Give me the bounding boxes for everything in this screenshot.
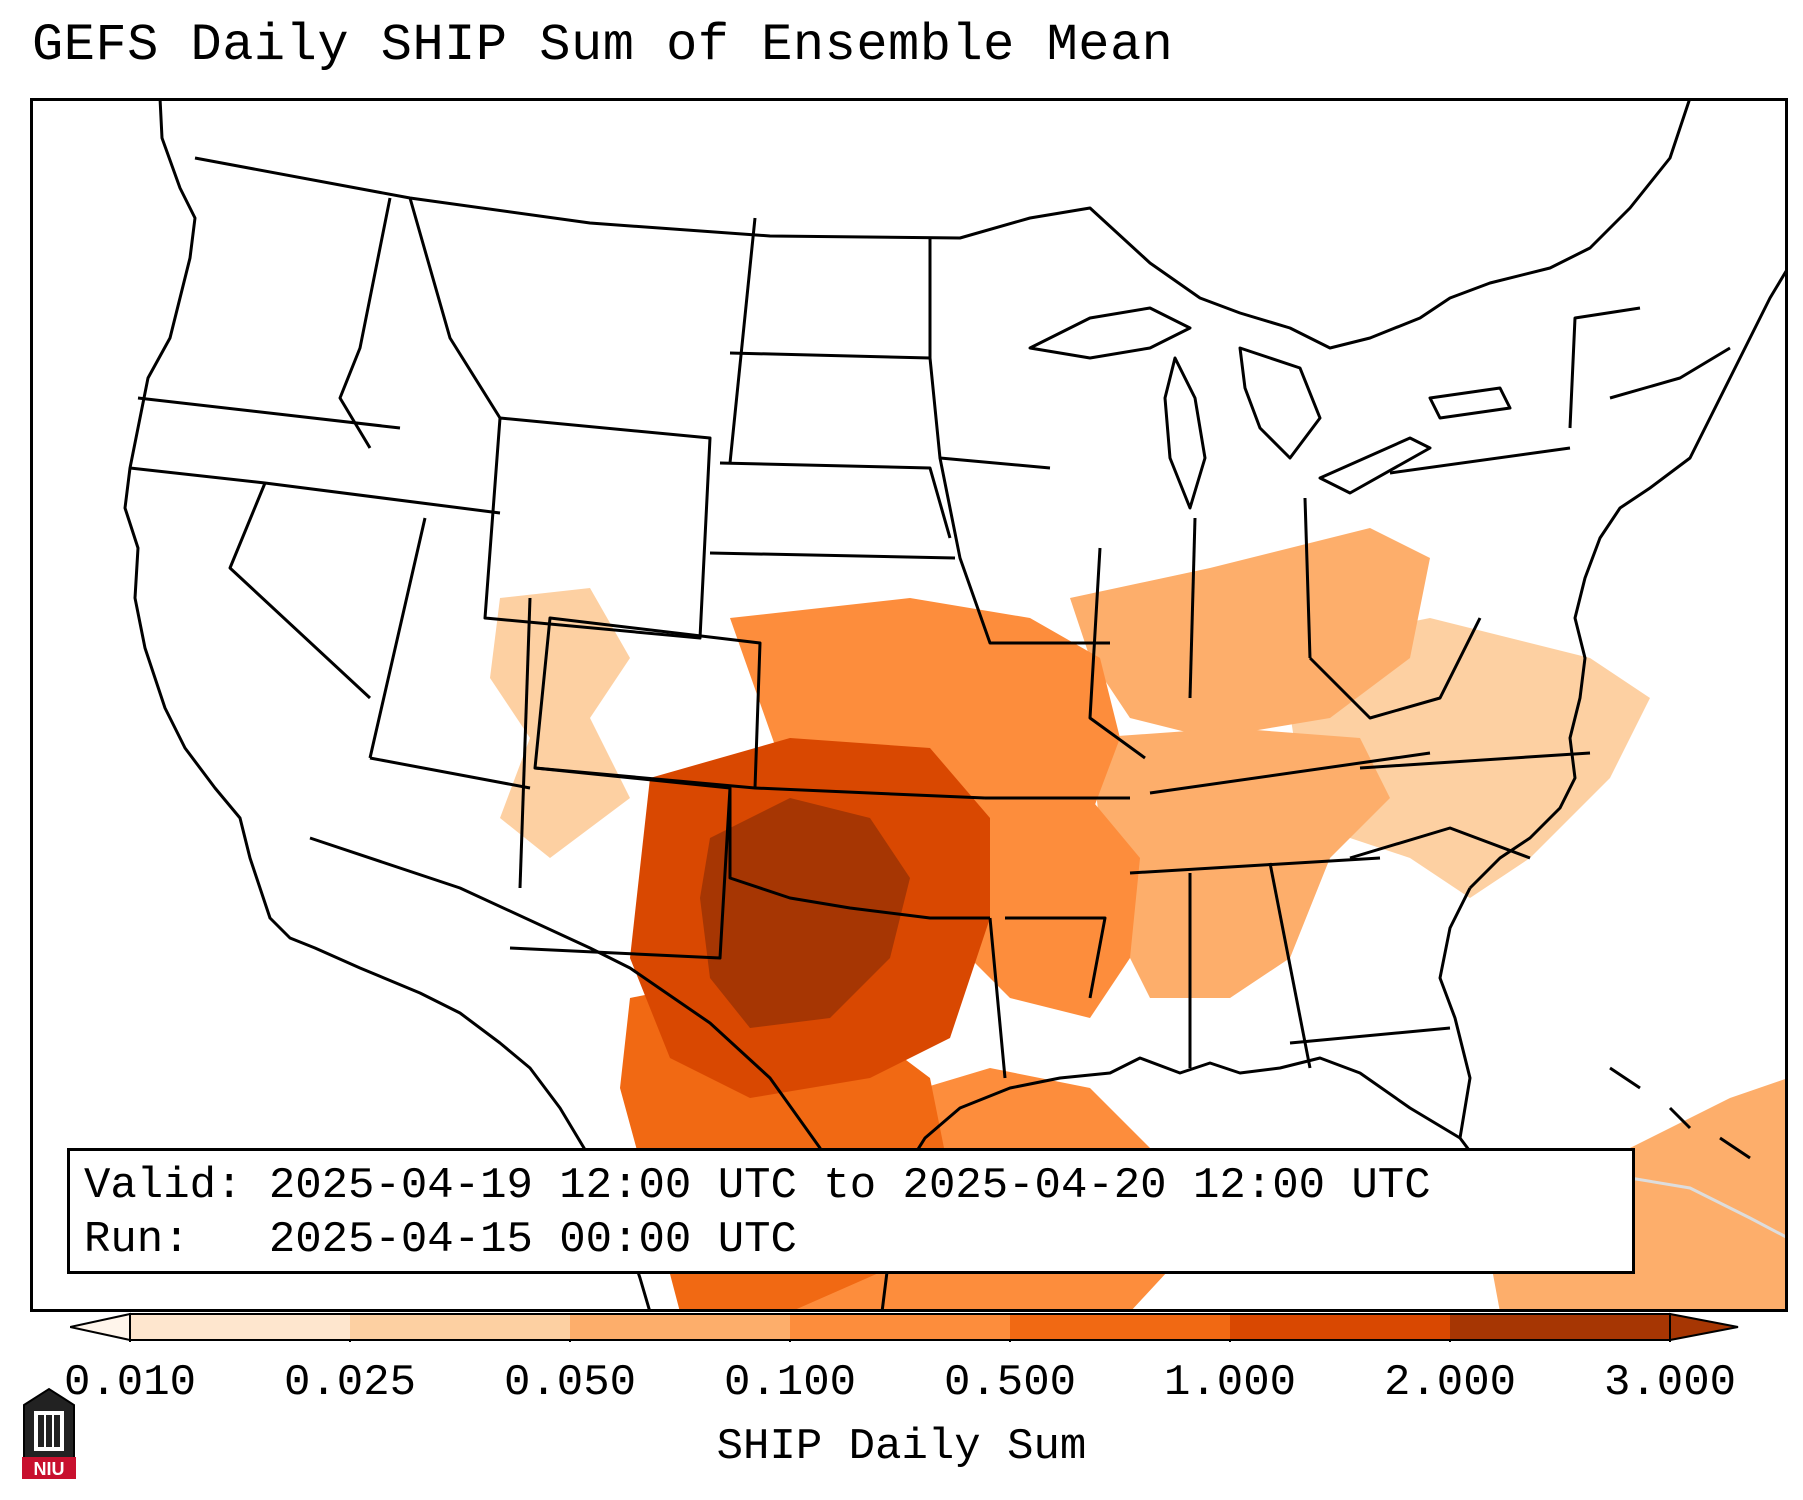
valid-line: Valid: 2025-04-19 12:00 UTC to 2025-04-2…	[84, 1161, 1431, 1211]
ok-tx	[728, 788, 990, 920]
canada-border	[194, 98, 1692, 350]
nc-sc	[1349, 826, 1531, 860]
nm-tx	[509, 766, 732, 960]
tx-la	[988, 917, 1007, 1079]
colorbar-tick-label: 0.025	[283, 1358, 417, 1408]
shading-new-mexico-colorado	[490, 588, 630, 858]
ga-fl	[1289, 1026, 1451, 1045]
mn-wi	[928, 238, 1051, 470]
colorbar-segment	[1010, 1314, 1231, 1340]
shading-tennessee-alabama	[1090, 728, 1390, 998]
state-borders	[123, 98, 1788, 1312]
shading-texas-central	[700, 798, 910, 1028]
shading-virginia-carolinas	[1280, 618, 1650, 898]
colorbar-label: SHIP Daily Sum	[716, 1422, 1087, 1472]
colorbar-segment	[790, 1314, 1011, 1340]
bahamas	[1609, 1066, 1751, 1160]
ne-ks	[709, 551, 956, 560]
lake-huron	[1238, 346, 1322, 460]
colorbar-extend-min	[70, 1312, 131, 1342]
lake-erie	[1318, 436, 1432, 495]
colorbar-tick-label: 0.010	[63, 1358, 197, 1408]
ut-az	[369, 756, 531, 790]
run-line: Run: 2025-04-15 00:00 UTC	[84, 1215, 797, 1265]
wv-va	[1308, 617, 1482, 720]
ne-states	[1609, 346, 1731, 400]
ks-ok	[754, 786, 986, 800]
svg-text:NIU: NIU	[34, 1459, 65, 1479]
colorbar-segment	[1230, 1314, 1451, 1340]
colorbar	[70, 1312, 1739, 1342]
colorbar-tick-label: 0.100	[723, 1358, 857, 1408]
colorbar-tick-label: 0.050	[503, 1358, 637, 1408]
ky-tn	[1149, 751, 1431, 795]
ia-mo	[938, 457, 1110, 645]
colorbar-segment	[130, 1314, 351, 1340]
il-in	[1088, 547, 1146, 760]
colorbar-segment	[570, 1314, 791, 1340]
colorbar-tick-label: 3.000	[1603, 1358, 1737, 1408]
ny-vt	[1568, 306, 1641, 429]
sd-ne	[719, 461, 952, 539]
mt-nd	[728, 217, 757, 464]
lake-ontario	[1428, 386, 1512, 420]
va-nc	[1359, 751, 1591, 770]
map-panel	[30, 98, 1788, 1312]
page-title: GEFS Daily SHIP Sum of Ensemble Mean	[32, 16, 1174, 75]
id-mt	[338, 197, 392, 449]
colorbar-segment	[350, 1314, 571, 1340]
niu-logo: NIU	[22, 1387, 76, 1479]
us-coastline	[123, 98, 652, 1312]
colorbar-extend-max	[1669, 1312, 1739, 1342]
ca-nv	[228, 482, 372, 700]
valid-run-info-box: Valid: 2025-04-19 12:00 UTC to 2025-04-2…	[67, 1148, 1635, 1274]
shading-ohio-valley	[1070, 528, 1430, 738]
nd-sd	[729, 351, 931, 360]
wy-box	[483, 416, 712, 640]
florida-coast	[1438, 887, 1472, 1139]
east-coast	[1468, 267, 1788, 890]
nv-ut	[368, 517, 427, 759]
lake-superior	[1028, 306, 1192, 360]
mt-wy	[408, 197, 502, 419]
pa-ny	[1389, 446, 1571, 475]
in-oh	[1188, 517, 1197, 699]
gulf-coast	[880, 1056, 1502, 1312]
colorbar-tick-label: 1.000	[1163, 1358, 1297, 1408]
tn-ms-al	[1129, 856, 1381, 875]
lake-michigan	[1163, 356, 1207, 510]
colorbar-tick-label: 2.000	[1383, 1358, 1517, 1408]
colorbar-segment	[1450, 1314, 1671, 1340]
colorbar-tick-label: 0.500	[943, 1358, 1077, 1408]
ar-la	[1005, 916, 1107, 999]
az-nm	[518, 597, 532, 889]
oh-pa	[1303, 497, 1312, 659]
al-ga	[1268, 862, 1312, 1069]
